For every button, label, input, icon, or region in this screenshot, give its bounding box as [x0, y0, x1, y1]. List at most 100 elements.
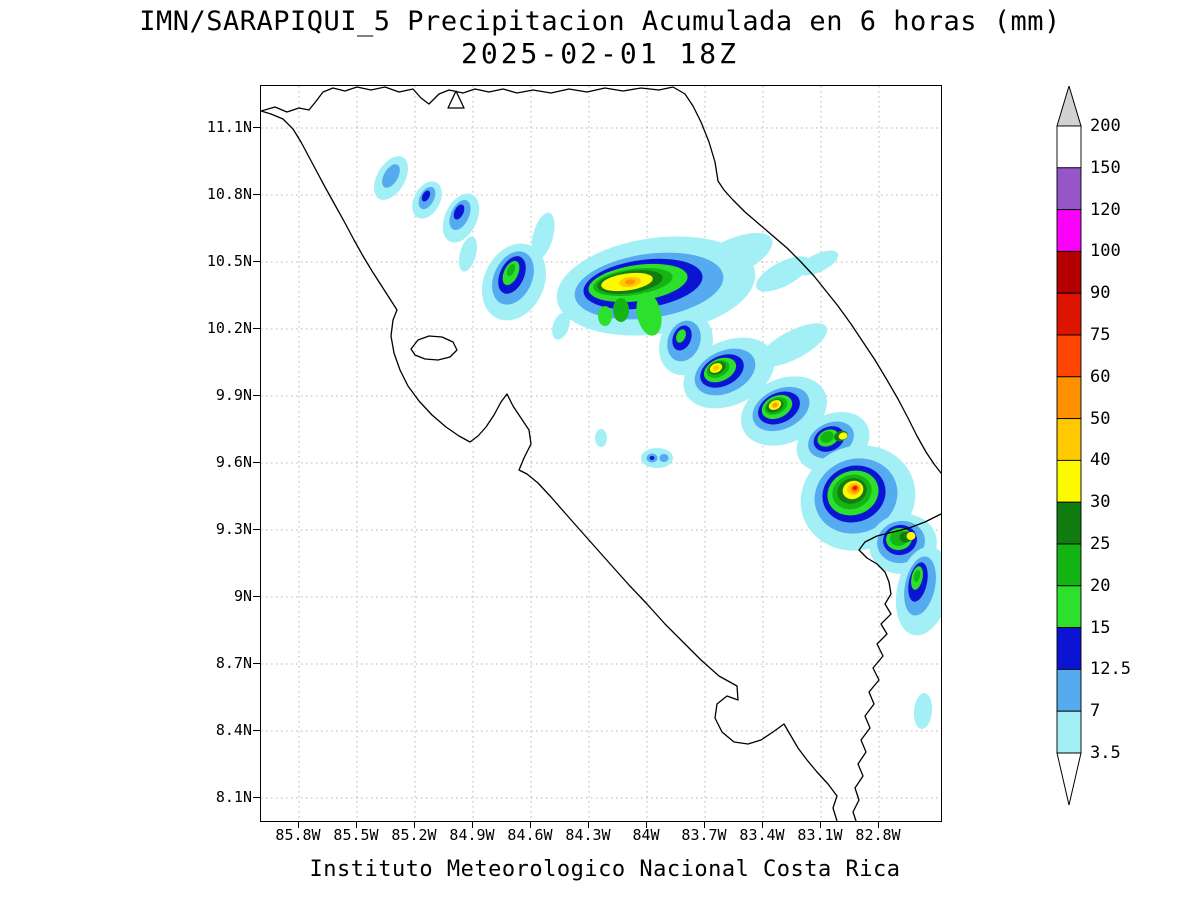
lon-axis-label: 84.6W: [507, 826, 553, 844]
lon-axis-tick: [472, 821, 473, 828]
lat-axis-label: 9.3N: [215, 520, 252, 538]
precip-contour-cell: [712, 365, 720, 371]
lat-axis-label: 8.1N: [215, 788, 252, 806]
precip-contour-cell: [598, 306, 612, 326]
lat-axis-tick: [253, 730, 260, 731]
lon-axis-label: 84.3W: [565, 826, 611, 844]
colorbar-segment: [1056, 459, 1082, 503]
lat-axis-label: 9.6N: [215, 453, 252, 471]
colorbar-tick-label: 100: [1090, 241, 1121, 262]
map-plot-svg: [261, 86, 941, 821]
colorbar-tick-label: 200: [1090, 116, 1121, 136]
precip-contour-cell: [906, 531, 916, 541]
lon-axis-label: 84W: [632, 826, 660, 844]
precip-contour-cell: [636, 292, 662, 336]
precip-contour-cell: [613, 298, 629, 322]
colorbar-tick-label: 150: [1090, 157, 1121, 178]
lon-axis-label: 83.1W: [797, 826, 843, 844]
lat-axis-tick: [253, 127, 260, 128]
precip-contour-cell: [913, 693, 933, 729]
precip-contour-cell: [649, 456, 655, 460]
colorbar-segment: [1056, 167, 1082, 211]
colorbar-segment: [1056, 292, 1082, 336]
colorbar-segment: [1056, 209, 1082, 252]
precip-contour-cell: [382, 164, 400, 188]
costa-rica-coastline: [261, 86, 941, 821]
precip-contour-cell: [913, 570, 921, 582]
colorbar-segment: [1056, 418, 1082, 461]
map-plot-area: [260, 85, 942, 822]
precip-contour-cell: [421, 190, 431, 202]
lat-axis-tick: [253, 596, 260, 597]
colorbar-tick-label: 30: [1090, 492, 1111, 513]
lon-axis-label: 85.2W: [391, 826, 437, 844]
lon-axis-label: 85.8W: [275, 826, 321, 844]
lon-axis-tick: [530, 821, 531, 828]
lon-axis-tick: [414, 821, 415, 828]
lon-axis-tick: [762, 821, 763, 828]
lon-axis-label: 83.4W: [739, 826, 785, 844]
colorbar-segment: [1056, 627, 1082, 670]
lat-axis-tick: [253, 797, 260, 798]
lat-axis-tick: [253, 194, 260, 195]
colorbar-segment: [1056, 250, 1082, 294]
lon-axis-label: 84.9W: [449, 826, 495, 844]
precipitation-contours-layer: [373, 156, 941, 729]
colorbar-tick-label: 20: [1090, 575, 1111, 596]
lon-axis-label: 83.7W: [681, 826, 727, 844]
lat-axis-label: 8.4N: [215, 721, 252, 739]
lat-axis-label: 8.7N: [215, 654, 252, 672]
colorbar-tick-label: 60: [1090, 366, 1111, 387]
colorbar-top-arrow-icon: [1056, 86, 1082, 127]
precip-contour-cell: [758, 323, 828, 367]
lon-axis-tick: [356, 821, 357, 828]
lat-axis-label: 11.1N: [206, 118, 252, 136]
colorbar-segment: [1056, 585, 1082, 629]
precip-contour-cell: [595, 429, 607, 447]
precip-contour-cell: [552, 312, 570, 340]
precip-contour-cell: [659, 454, 669, 462]
lat-axis-label: 9N: [233, 587, 252, 605]
colorbar-segment: [1056, 125, 1082, 169]
colorbar-tick-label: 50: [1090, 408, 1111, 429]
lon-axis-tick: [820, 821, 821, 828]
colorbar: [1056, 86, 1082, 806]
lon-axis-label: 85.5W: [333, 826, 379, 844]
precip-contour-cell: [820, 431, 834, 443]
lat-axis-label: 10.8N: [206, 185, 252, 203]
lat-axis-tick: [253, 261, 260, 262]
precip-contour-cell: [772, 403, 778, 407]
chart-title: IMN/SARAPIQUI_5 Precipitacion Acumulada …: [139, 6, 1061, 37]
lat-axis-label: 10.5N: [206, 252, 252, 270]
colorbar-segment: [1056, 710, 1082, 754]
precip-contour-cell: [625, 279, 635, 285]
colorbar-bottom-arrow-icon: [1056, 752, 1082, 806]
colorbar-segment: [1056, 501, 1082, 545]
precip-contour-cell: [531, 212, 555, 260]
precip-contour-cell: [838, 432, 848, 440]
lat-axis-label: 10.2N: [206, 319, 252, 337]
colorbar-tick-label: 15: [1090, 617, 1111, 638]
lat-axis-tick: [253, 462, 260, 463]
footer-attribution: Instituto Meteorologico Nacional Costa R…: [309, 857, 901, 882]
lon-axis-label: 82.8W: [855, 826, 901, 844]
colorbar-segment: [1056, 668, 1082, 712]
colorbar-tick-label: 120: [1090, 199, 1121, 220]
colorbar-tick-label: 90: [1090, 283, 1111, 304]
lat-axis-tick: [253, 663, 260, 664]
lon-axis-tick: [588, 821, 589, 828]
colorbar-tick-label: 40: [1090, 450, 1111, 471]
colorbar-segment: [1056, 376, 1082, 420]
colorbar-tick-label: 25: [1090, 534, 1111, 554]
lon-axis-tick: [646, 821, 647, 828]
lat-axis-tick: [253, 328, 260, 329]
precip-contour-cell: [506, 263, 516, 277]
lat-axis-tick: [253, 529, 260, 530]
lon-axis-tick: [878, 821, 879, 828]
colorbar-tick-label: 75: [1090, 325, 1111, 345]
precip-contour-cell: [458, 236, 478, 272]
lon-axis-tick: [298, 821, 299, 828]
lat-axis-tick: [253, 395, 260, 396]
lon-axis-tick: [704, 821, 705, 828]
